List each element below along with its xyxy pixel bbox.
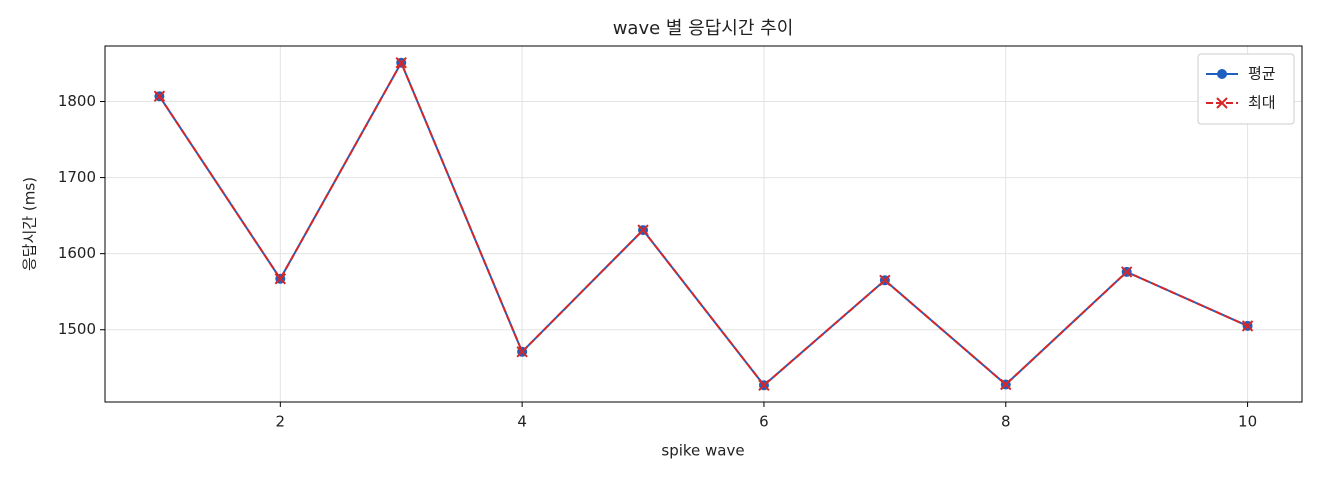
data-point bbox=[395, 57, 407, 69]
data-point bbox=[637, 224, 649, 236]
data-point bbox=[274, 273, 287, 285]
x-tick-label: 10 bbox=[1238, 413, 1257, 431]
y-tick-label: 1800 bbox=[58, 92, 96, 110]
data-point bbox=[758, 379, 770, 391]
legend-marker bbox=[1216, 97, 1228, 109]
series-line bbox=[158, 60, 1248, 387]
legend-marker bbox=[1217, 69, 1227, 79]
chart-title: wave 별 응답시간 추이 bbox=[613, 18, 794, 39]
legend-label: 최대 bbox=[1248, 94, 1276, 112]
data-point bbox=[879, 274, 891, 286]
y-tick-label: 1700 bbox=[58, 168, 96, 186]
data-point bbox=[153, 90, 166, 102]
x-tick-label: 6 bbox=[759, 413, 769, 431]
x-axis-label: spike wave bbox=[661, 442, 744, 460]
data-point bbox=[1120, 266, 1133, 278]
x-tick-label: 4 bbox=[517, 413, 527, 431]
y-axis-label: 응답시간 (ms) bbox=[21, 177, 39, 271]
y-tick-label: 1500 bbox=[58, 320, 96, 338]
y-tick-label: 1600 bbox=[58, 244, 96, 262]
legend-box bbox=[1197, 53, 1295, 125]
data-point bbox=[516, 346, 528, 358]
plot-frame bbox=[104, 45, 1303, 403]
x-tick-label: 2 bbox=[276, 413, 286, 431]
legend-label: 평균 bbox=[1248, 65, 1276, 83]
data-point bbox=[1241, 320, 1254, 332]
x-tick-label: 8 bbox=[1001, 413, 1011, 431]
data-point bbox=[1000, 378, 1012, 391]
